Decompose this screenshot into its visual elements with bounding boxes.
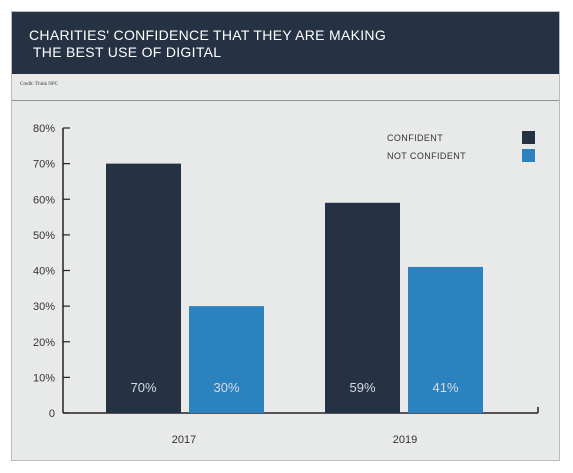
bar-2017-not-confident — [189, 306, 264, 413]
chart-frame: CHARITIES' CONFIDENCE THAT THEY ARE MAKI… — [11, 11, 560, 461]
data-label: 59% — [349, 380, 375, 395]
chart-title: CHARITIES' CONFIDENCE THAT THEY ARE MAKI… — [29, 27, 387, 60]
bar-2019-confident — [325, 202, 400, 413]
data-label: 70% — [130, 380, 156, 395]
y-tick-label: 30% — [33, 301, 55, 313]
y-tick-label: 60% — [33, 194, 55, 206]
legend-swatch — [522, 149, 535, 162]
y-tick-label: 50% — [33, 230, 55, 242]
data-label: 30% — [213, 380, 239, 395]
y-tick-label: 0 — [49, 408, 55, 420]
credit-text: Credit: Think NPC — [20, 82, 58, 87]
y-tick-label: 40% — [33, 266, 55, 278]
x-tick-label: 2017 — [172, 434, 196, 446]
x-tick-label: 2019 — [393, 434, 417, 446]
legend-label: CONFIDENT — [387, 133, 443, 143]
legend-label: NOT CONFIDENT — [387, 151, 466, 161]
data-label: 41% — [432, 380, 458, 395]
y-tick-label: 70% — [33, 159, 55, 171]
y-tick-label: 80% — [33, 123, 55, 135]
bar-2019-not-confident — [408, 266, 483, 413]
credit-band: Credit: Think NPC — [12, 74, 559, 101]
y-tick-label: 10% — [33, 372, 55, 384]
chart-header: CHARITIES' CONFIDENCE THAT THEY ARE MAKI… — [12, 12, 559, 74]
y-tick-label: 20% — [33, 337, 55, 349]
legend-swatch — [522, 131, 535, 144]
bar-2017-confident — [106, 163, 181, 413]
